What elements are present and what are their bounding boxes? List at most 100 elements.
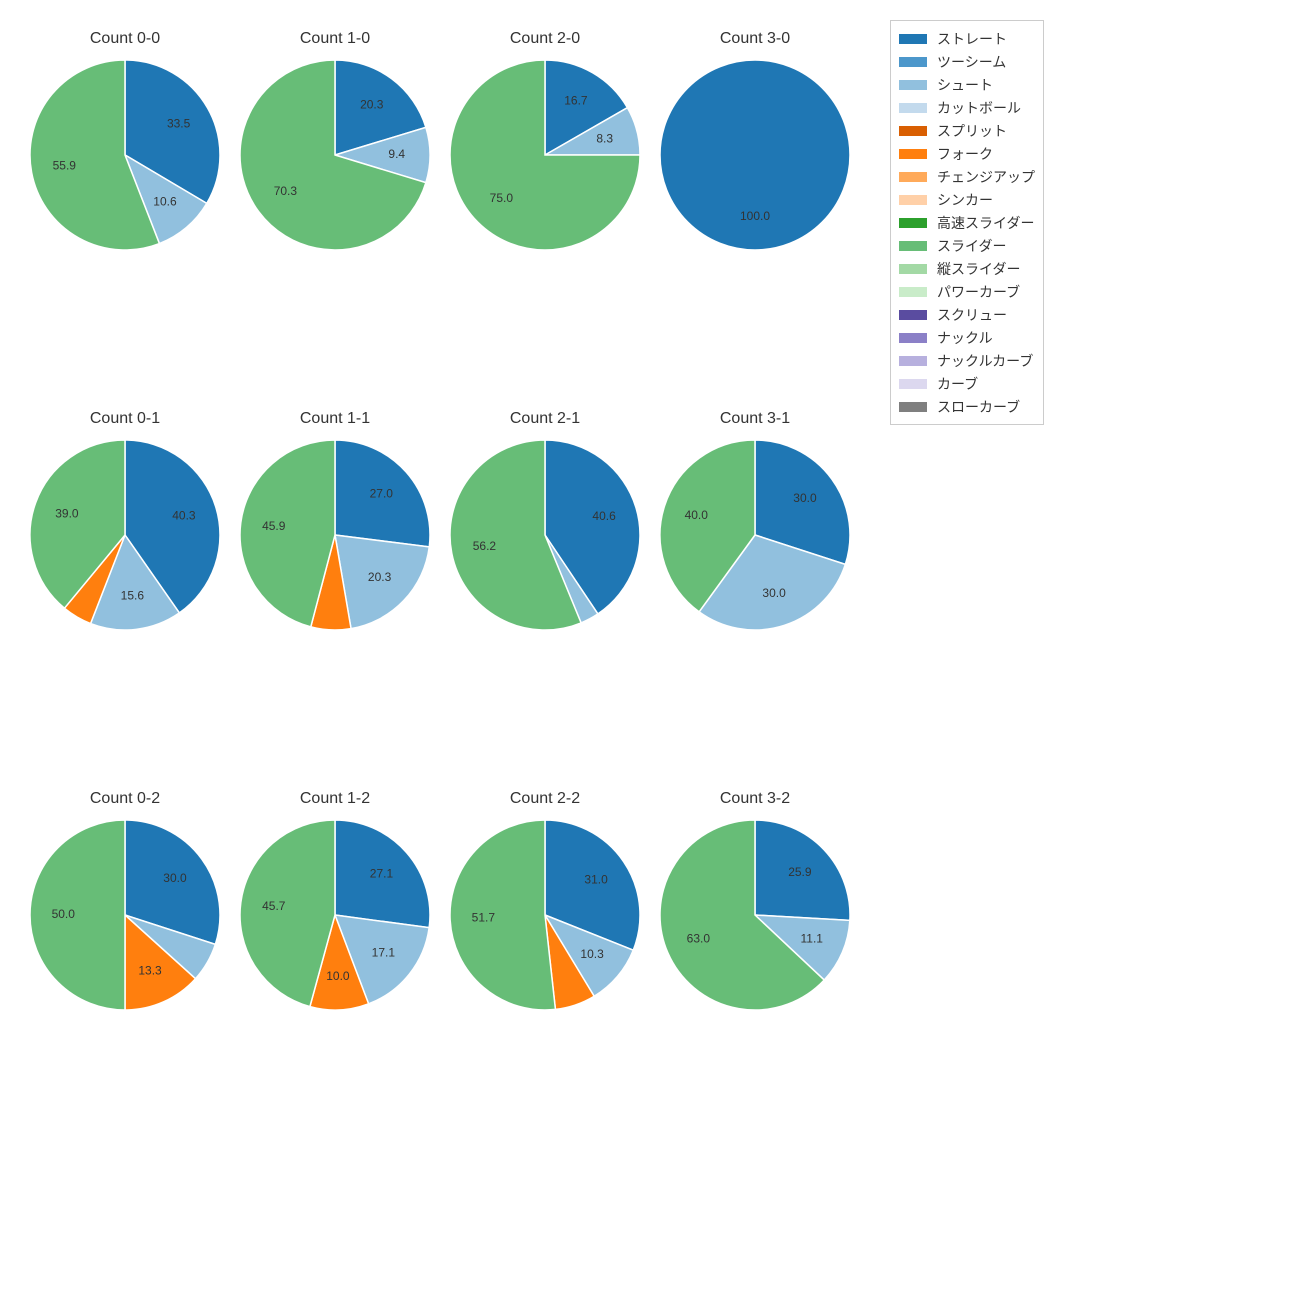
legend-swatch	[899, 264, 927, 274]
slice-label: 50.0	[52, 907, 76, 921]
slice-label: 10.6	[153, 194, 177, 208]
legend-label: スクリュー	[937, 305, 1007, 325]
pie-chart: 20.3 9.4 70.3	[240, 60, 430, 250]
legend-item: ストレート	[899, 27, 1035, 50]
slice-label: 33.5	[167, 117, 191, 131]
legend-label: チェンジアップ	[937, 167, 1035, 187]
pie-chart: 40.315.639.0	[30, 440, 220, 630]
slice-label: 75.0	[490, 191, 514, 205]
legend-swatch	[899, 241, 927, 251]
slice-label: 9.4	[388, 147, 405, 161]
legend-swatch	[899, 310, 927, 320]
slice-label: 55.9	[53, 159, 77, 173]
slice-label: 30.0	[793, 491, 817, 505]
slice-label: 10.3	[580, 947, 604, 961]
slice-label: 30.0	[163, 871, 187, 885]
chart-title: Count 1-0	[300, 30, 370, 48]
legend-item: シュート	[899, 73, 1035, 96]
subplot: Count 1-127.020.345.9	[240, 440, 430, 630]
legend-label: ツーシーム	[937, 52, 1006, 72]
legend-label: スライダー	[937, 236, 1006, 256]
slice-label: 40.3	[172, 509, 196, 523]
pie-chart: 33.5 10.6 55.9	[30, 60, 220, 250]
legend-swatch	[899, 34, 927, 44]
slice-label: 70.3	[274, 184, 298, 198]
legend-swatch	[899, 333, 927, 343]
legend-item: パワーカーブ	[899, 280, 1035, 303]
legend-swatch	[899, 103, 927, 113]
slice-label: 17.1	[372, 946, 396, 960]
slice-label: 40.6	[592, 509, 616, 523]
slice-label: 13.3	[138, 964, 162, 978]
slice-label: 16.7	[564, 94, 588, 108]
legend-label: ナックルカーブ	[937, 351, 1033, 371]
pie-chart: 31.0 10.3 51.7	[450, 820, 640, 1010]
subplot: Count 0-140.315.639.0	[30, 440, 220, 630]
subplot: Count 2-140.656.2	[450, 440, 640, 630]
slice-label: 63.0	[687, 932, 711, 946]
pie-chart: 100.0	[660, 60, 850, 250]
chart-title: Count 2-2	[510, 790, 580, 808]
legend-item: 高速スライダー	[899, 211, 1035, 234]
legend-item: ツーシーム	[899, 50, 1035, 73]
slice-label: 11.1	[801, 932, 824, 946]
subplot: Count 0-230.013.350.0	[30, 820, 220, 1010]
slice-label: 45.7	[262, 899, 286, 913]
slice-label: 45.9	[262, 519, 286, 533]
slice-label: 25.9	[788, 865, 812, 879]
legend-swatch	[899, 287, 927, 297]
pie-chart: 27.0 20.3 45.9	[240, 440, 430, 630]
slice-label: 20.3	[368, 570, 392, 584]
slice-label: 51.7	[472, 911, 496, 925]
subplot: Count 1-227.117.110.045.7	[240, 820, 430, 1010]
slice-label: 40.0	[685, 508, 709, 522]
slice-label: 31.0	[584, 873, 608, 887]
pie-chart: 30.0 30.0 40.0	[660, 440, 850, 630]
legend-item: スクリュー	[899, 303, 1035, 326]
subplot: Count 3-130.030.040.0	[660, 440, 850, 630]
slice-label: 20.3	[360, 98, 384, 112]
subplot: Count 1-020.39.470.3	[240, 60, 430, 250]
legend-label: 高速スライダー	[937, 213, 1034, 233]
legend-label: スローカーブ	[937, 397, 1020, 417]
legend-label: ナックル	[937, 328, 993, 348]
pie-chart: 30.0 13.3 50.0	[30, 820, 220, 1010]
legend-swatch	[899, 57, 927, 67]
pie-slice	[30, 820, 125, 1010]
legend-swatch	[899, 356, 927, 366]
chart-title: Count 3-1	[720, 410, 790, 428]
legend-swatch	[899, 195, 927, 205]
legend-item: チェンジアップ	[899, 165, 1035, 188]
pie-chart: 40.6 56.2	[450, 440, 640, 630]
legend-swatch	[899, 126, 927, 136]
legend-label: パワーカーブ	[937, 282, 1020, 302]
legend-label: カーブ	[937, 374, 978, 394]
subplot: Count 3-225.911.163.0	[660, 820, 850, 1010]
slice-label: 30.0	[762, 586, 786, 600]
slice-label: 27.1	[370, 867, 394, 881]
chart-title: Count 1-2	[300, 790, 370, 808]
legend: ストレートツーシームシュートカットボールスプリットフォークチェンジアップシンカー…	[890, 20, 1044, 425]
pie-slice	[450, 820, 555, 1010]
pie-chart: 27.117.110.045.7	[240, 820, 430, 1010]
slice-label: 27.0	[370, 486, 394, 500]
slice-label: 15.6	[121, 588, 145, 602]
legend-item: ナックル	[899, 326, 1035, 349]
legend-item: スプリット	[899, 119, 1035, 142]
legend-item: カットボール	[899, 96, 1035, 119]
legend-item: シンカー	[899, 188, 1035, 211]
chart-title: Count 2-0	[510, 30, 580, 48]
chart-title: Count 2-1	[510, 410, 580, 428]
chart-title: Count 1-1	[300, 410, 370, 428]
chart-title: Count 3-0	[720, 30, 790, 48]
legend-label: ストレート	[937, 29, 1007, 49]
subplot: Count 2-016.78.375.0	[450, 60, 640, 250]
chart-title: Count 3-2	[720, 790, 790, 808]
legend-swatch	[899, 80, 927, 90]
subplot: Count 2-231.010.351.7	[450, 820, 640, 1010]
subplot: Count 3-0100.0	[660, 60, 850, 250]
legend-label: 縦スライダー	[937, 259, 1020, 279]
slice-label: 56.2	[473, 539, 497, 553]
legend-label: シンカー	[937, 190, 993, 210]
pie-chart: 25.9 11.1 63.0	[660, 820, 850, 1010]
